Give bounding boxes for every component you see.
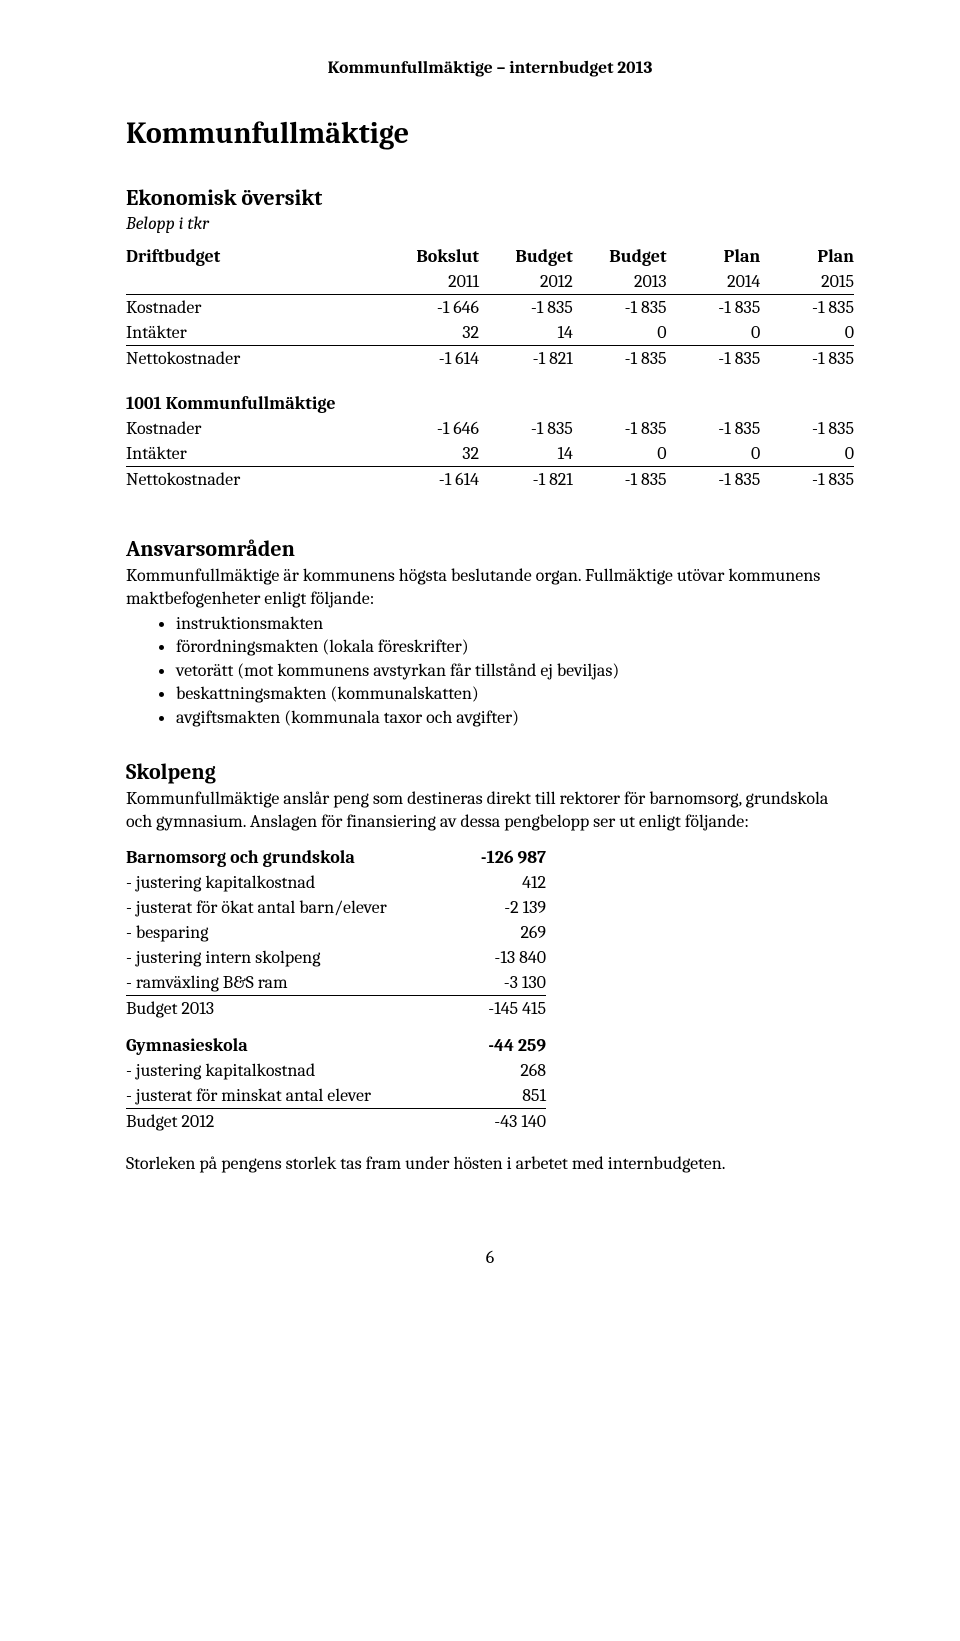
adj-head-row: Barnomsorg och grundskola-126 987 xyxy=(126,845,546,870)
table-subhead-row: 1001 Kommunfullmäktige xyxy=(126,391,854,416)
bullet-list: instruktionsmaktenförordningsmakten (lok… xyxy=(176,612,854,729)
list-item: vetorätt (mot kommunens avstyrkan får ti… xyxy=(176,659,854,682)
adj-total-row: Budget 2012-43 140 xyxy=(126,1109,546,1135)
adj-row: - justerat för minskat antal elever851 xyxy=(126,1083,546,1109)
running-header: Kommunfullmäktige – internbudget 2013 xyxy=(126,58,854,78)
page-number: 6 xyxy=(126,1247,854,1268)
table-row: Nettokostnader-1 614-1 821-1 835-1 835-1… xyxy=(126,467,854,493)
ansvar-heading: Ansvarsområden xyxy=(126,536,854,562)
list-item: beskattningsmakten (kommunalskatten) xyxy=(176,682,854,705)
table-row: Kostnader-1 646-1 835-1 835-1 835-1 835 xyxy=(126,416,854,441)
adj-row: - justering kapitalkostnad412 xyxy=(126,870,546,895)
overview-subheading: Belopp i tkr xyxy=(126,213,854,234)
list-item: avgiftsmakten (kommunala taxor och avgif… xyxy=(176,706,854,729)
table-row: Intäkter3214000 xyxy=(126,441,854,467)
adj-row: - ramväxling B&S ram-3 130 xyxy=(126,970,546,996)
list-item: förordningsmakten (lokala föreskrifter) xyxy=(176,635,854,658)
finance-table: Driftbudget Bokslut Budget Budget Plan P… xyxy=(126,244,854,492)
overview-heading: Ekonomisk översikt xyxy=(126,185,854,211)
adj-row: - justering intern skolpeng-13 840 xyxy=(126,945,546,970)
table-row: Intäkter3214000 xyxy=(126,320,854,346)
skolpeng-body: Kommunfullmäktige anslår peng som destin… xyxy=(126,787,854,833)
adj-head-row: Gymnasieskola-44 259 xyxy=(126,1033,546,1058)
table-header-row-2: 2011 2012 2013 2014 2015 xyxy=(126,269,854,295)
ansvar-body: Kommunfullmäktige är kommunens högsta be… xyxy=(126,564,854,610)
table-header-row-1: Driftbudget Bokslut Budget Budget Plan P… xyxy=(126,244,854,269)
closing-paragraph: Storleken på pengens storlek tas fram un… xyxy=(126,1152,854,1175)
adj-row: - besparing269 xyxy=(126,920,546,945)
list-item: instruktionsmakten xyxy=(176,612,854,635)
table-row: Kostnader-1 646-1 835-1 835-1 835-1 835 xyxy=(126,295,854,321)
document-page: Kommunfullmäktige – internbudget 2013 Ko… xyxy=(0,0,960,1328)
page-title: Kommunfullmäktige xyxy=(126,116,854,151)
adj-row: - justerat för ökat antal barn/elever-2 … xyxy=(126,895,546,920)
adj-row: - justering kapitalkostnad268 xyxy=(126,1058,546,1083)
adjustment-table-2: Gymnasieskola-44 259- justering kapitalk… xyxy=(126,1033,546,1134)
table-row: Nettokostnader-1 614-1 821-1 835-1 835-1… xyxy=(126,346,854,372)
skolpeng-heading: Skolpeng xyxy=(126,759,854,785)
adj-total-row: Budget 2013-145 415 xyxy=(126,996,546,1022)
adjustment-table-1: Barnomsorg och grundskola-126 987- juste… xyxy=(126,845,546,1021)
